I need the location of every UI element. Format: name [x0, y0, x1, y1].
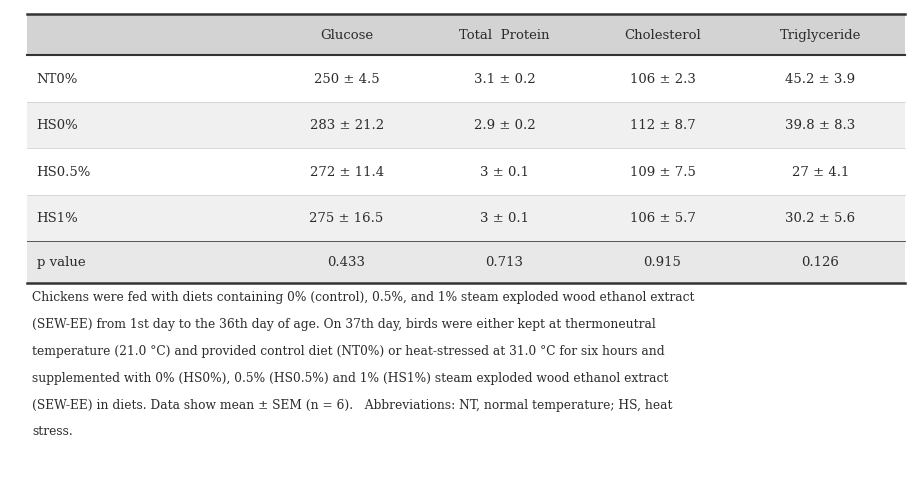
Text: Glucose: Glucose: [320, 29, 373, 42]
Bar: [27, 15, 905, 56]
Text: p value: p value: [37, 256, 85, 269]
Text: 27 ± 4.1: 27 ± 4.1: [792, 165, 849, 179]
Text: 106 ± 5.7: 106 ± 5.7: [630, 212, 696, 225]
Text: 0.713: 0.713: [485, 256, 524, 269]
Text: temperature (21.0 °C) and provided control diet (NT0%) or heat-stressed at 31.0 : temperature (21.0 °C) and provided contr…: [32, 344, 664, 357]
Text: 109 ± 7.5: 109 ± 7.5: [630, 165, 696, 179]
Text: Cholesterol: Cholesterol: [624, 29, 701, 42]
Text: 39.8 ± 8.3: 39.8 ± 8.3: [785, 119, 856, 132]
Text: Triglyceride: Triglyceride: [780, 29, 861, 42]
Bar: [27, 242, 905, 283]
Text: 0.126: 0.126: [802, 256, 839, 269]
Bar: [27, 149, 905, 195]
Text: 3 ± 0.1: 3 ± 0.1: [480, 165, 529, 179]
Text: 0.433: 0.433: [327, 256, 366, 269]
Text: Chickens were fed with diets containing 0% (control), 0.5%, and 1% steam explode: Chickens were fed with diets containing …: [32, 290, 695, 304]
Text: 250 ± 4.5: 250 ± 4.5: [314, 73, 379, 86]
Text: 3 ± 0.1: 3 ± 0.1: [480, 212, 529, 225]
Text: HS1%: HS1%: [37, 212, 79, 225]
Text: 112 ± 8.7: 112 ± 8.7: [630, 119, 696, 132]
Text: HS0%: HS0%: [37, 119, 79, 132]
Text: 30.2 ± 5.6: 30.2 ± 5.6: [785, 212, 856, 225]
Text: 0.915: 0.915: [643, 256, 682, 269]
Text: 275 ± 16.5: 275 ± 16.5: [310, 212, 384, 225]
Text: supplemented with 0% (HS0%), 0.5% (HS0.5%) and 1% (HS1%) steam exploded wood eth: supplemented with 0% (HS0%), 0.5% (HS0.5…: [32, 371, 668, 384]
Text: (SEW-EE) in diets. Data show mean ± SEM (n = 6).   Abbreviations: NT, normal tem: (SEW-EE) in diets. Data show mean ± SEM …: [32, 398, 673, 411]
Bar: [27, 56, 905, 102]
Text: 3.1 ± 0.2: 3.1 ± 0.2: [473, 73, 536, 86]
Text: 45.2 ± 3.9: 45.2 ± 3.9: [785, 73, 856, 86]
Text: HS0.5%: HS0.5%: [37, 165, 90, 179]
Text: (SEW-EE) from 1st day to the 36th day of age. On 37th day, birds were either kep: (SEW-EE) from 1st day to the 36th day of…: [32, 317, 655, 330]
Text: 272 ± 11.4: 272 ± 11.4: [310, 165, 384, 179]
Bar: [27, 102, 905, 149]
Text: Total  Protein: Total Protein: [459, 29, 550, 42]
Text: NT0%: NT0%: [37, 73, 78, 86]
Text: 2.9 ± 0.2: 2.9 ± 0.2: [473, 119, 536, 132]
Bar: [27, 195, 905, 242]
Text: 283 ± 21.2: 283 ± 21.2: [310, 119, 384, 132]
Text: 106 ± 2.3: 106 ± 2.3: [630, 73, 696, 86]
Text: stress.: stress.: [32, 425, 73, 438]
